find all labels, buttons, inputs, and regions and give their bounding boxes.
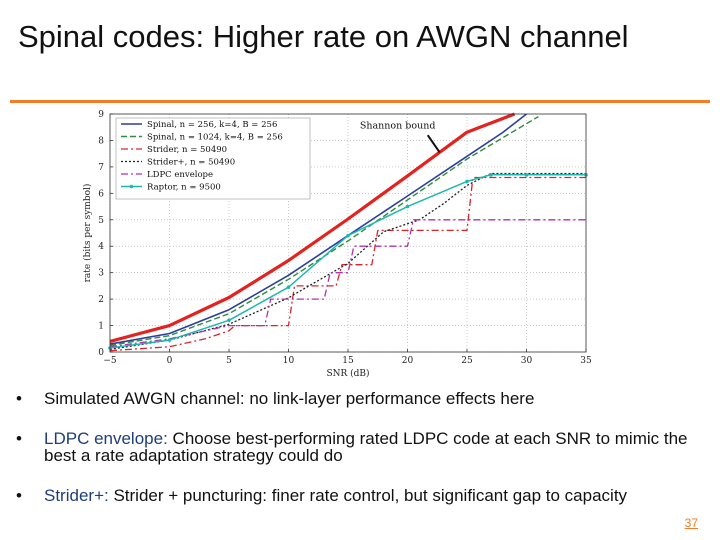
y-tick-label: 2 — [98, 295, 104, 305]
legend-label: Spinal, n = 1024, k=4, B = 256 — [147, 133, 283, 143]
series-marker — [346, 233, 350, 238]
y-tick-label: 8 — [98, 136, 104, 146]
bullet-text: Choose best-performing rated LDPC code a… — [44, 429, 688, 465]
bullet-item: • LDPC envelope: Choose best-performing … — [14, 430, 714, 464]
page-number: 37 — [684, 516, 698, 530]
x-tick-label: 35 — [580, 356, 592, 366]
legend-label: Raptor, n = 9500 — [147, 183, 221, 193]
bullet-text: Strider + puncturing: finer rate control… — [108, 486, 628, 505]
chart-legend: Spinal, n = 256, k=4, B = 256 Spinal, n =… — [115, 117, 311, 200]
legend-box — [115, 117, 311, 200]
bullet-term: Strider+: — [44, 486, 109, 505]
legend-label: LDPC envelope — [147, 170, 213, 180]
bullet-list: • Simulated AWGN channel: no link-layer … — [14, 390, 714, 527]
bullet-dot: • — [16, 486, 22, 505]
x-tick-label: 5 — [226, 356, 232, 366]
x-tick-label: 30 — [521, 356, 533, 366]
series-line — [109, 176, 586, 352]
series-line — [109, 174, 586, 349]
y-tick-label: 4 — [98, 242, 104, 252]
bullet-dot: • — [16, 429, 22, 448]
series-marker — [286, 285, 291, 290]
slide-title: Spinal codes: Higher rate on AWGN channe… — [18, 19, 629, 54]
bullet-dot: • — [16, 389, 22, 408]
legend-label: Strider+, n = 50490 — [147, 158, 235, 168]
bullet-text: Simulated AWGN channel: no link-layer pe… — [44, 389, 535, 408]
legend-label: Strider, n = 50490 — [147, 145, 227, 155]
series-marker — [465, 179, 469, 184]
y-tick-label: 3 — [98, 269, 104, 279]
x-tick-label: −5 — [103, 356, 117, 366]
x-tick-label: 0 — [167, 356, 173, 366]
x-tick-label: 10 — [283, 356, 295, 366]
series-marker — [489, 173, 493, 177]
series-line — [109, 115, 539, 347]
y-tick-label: 0 — [98, 348, 104, 358]
x-tick-label: 20 — [402, 356, 414, 366]
series-marker — [524, 173, 529, 177]
bullet-item: • Simulated AWGN channel: no link-layer … — [14, 390, 714, 407]
legend-label: Spinal, n = 256, k=4, B = 256 — [147, 120, 277, 130]
chart-annotation: Shannon bound — [360, 121, 441, 153]
bullet-item: • Strider+: Strider + puncturing: finer … — [14, 487, 714, 504]
chart-series — [108, 112, 588, 352]
bullet-term: LDPC envelope: — [44, 429, 168, 448]
series-marker — [227, 318, 231, 323]
y-tick-label: 9 — [98, 110, 104, 120]
annotation-arrow — [426, 134, 441, 153]
y-tick-label: 5 — [98, 216, 104, 226]
x-axis-label: SNR (dB) — [326, 368, 369, 379]
x-tick-label: 15 — [342, 356, 354, 366]
y-tick-label: 7 — [98, 163, 104, 173]
y-axis-label: rate (bits per symbol) — [82, 184, 93, 283]
series-marker — [167, 338, 172, 342]
legend-marker — [129, 184, 134, 189]
series-marker — [405, 204, 410, 209]
annotation-label: Shannon bound — [360, 121, 436, 132]
y-tick-label: 6 — [98, 189, 104, 199]
x-tick-label: 25 — [461, 356, 473, 366]
series-line — [109, 112, 516, 343]
series-line — [109, 219, 586, 348]
y-tick-label: 1 — [98, 322, 104, 332]
title-underline — [10, 100, 710, 103]
